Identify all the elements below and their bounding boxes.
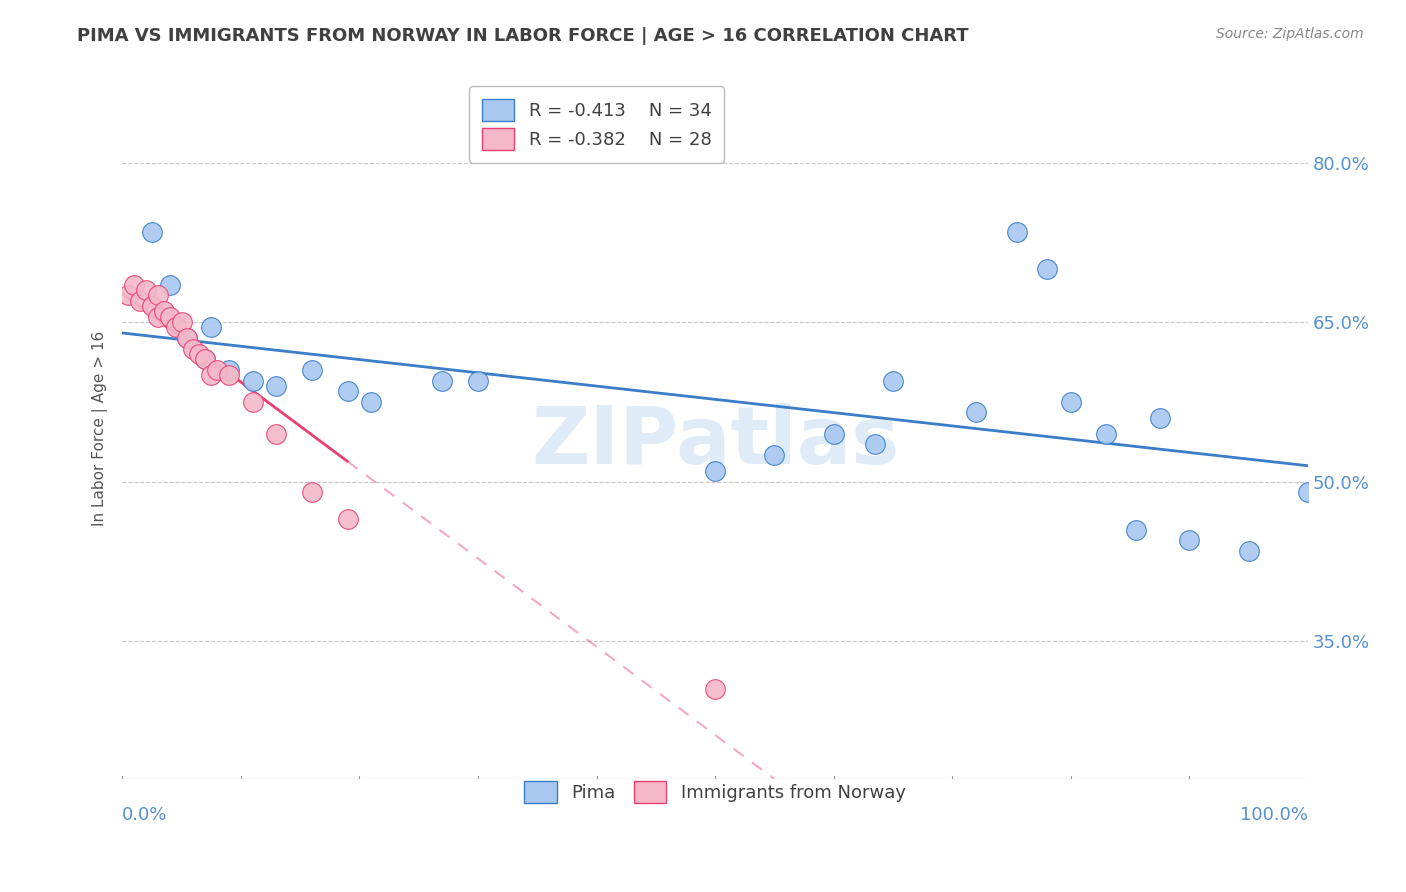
Point (176, 331, 198, 345)
Point (1060, 395, 1083, 409)
Point (1036, 261, 1059, 276)
Point (205, 363, 228, 377)
Point (467, 374, 489, 388)
Point (336, 512, 359, 526)
Point (183, 342, 205, 356)
Point (242, 395, 264, 409)
Point (146, 288, 169, 302)
Point (141, 299, 163, 313)
Point (704, 681, 727, 696)
Point (1095, 426, 1118, 441)
Point (301, 363, 323, 377)
Point (146, 310, 169, 324)
Point (117, 288, 139, 302)
Point (200, 320, 222, 334)
Point (432, 374, 454, 388)
Point (704, 464, 727, 478)
Point (200, 368, 222, 383)
Point (863, 437, 886, 451)
Text: ZIPatlas: ZIPatlas (531, 403, 900, 482)
Point (122, 277, 145, 292)
Point (141, 225, 163, 239)
Point (159, 310, 181, 324)
Point (266, 379, 288, 393)
Point (218, 363, 240, 377)
Point (965, 405, 987, 419)
Point (763, 448, 786, 462)
Text: 100.0%: 100.0% (1240, 806, 1308, 824)
Point (301, 485, 323, 500)
Point (170, 315, 193, 329)
Point (194, 352, 217, 367)
Point (266, 426, 288, 441)
Text: Source: ZipAtlas.com: Source: ZipAtlas.com (1216, 27, 1364, 41)
Point (176, 331, 198, 345)
Point (360, 395, 382, 409)
Point (1149, 410, 1171, 425)
Y-axis label: In Labor Force | Age > 16: In Labor Force | Age > 16 (93, 331, 108, 526)
Point (152, 304, 174, 318)
Point (242, 374, 264, 388)
Point (1125, 523, 1147, 537)
Point (1007, 225, 1029, 239)
Legend: Pima, Immigrants from Norway: Pima, Immigrants from Norway (512, 769, 918, 816)
Point (882, 374, 904, 388)
Point (823, 426, 845, 441)
Point (188, 347, 211, 361)
Point (1178, 533, 1201, 548)
Point (159, 277, 181, 292)
Point (165, 320, 187, 334)
Point (1237, 543, 1260, 558)
Point (129, 293, 152, 308)
Text: 0.0%: 0.0% (122, 806, 167, 824)
Point (218, 368, 240, 383)
Point (194, 352, 217, 367)
Point (1296, 485, 1319, 500)
Point (135, 283, 157, 297)
Point (336, 384, 359, 399)
Text: PIMA VS IMMIGRANTS FROM NORWAY IN LABOR FORCE | AGE > 16 CORRELATION CHART: PIMA VS IMMIGRANTS FROM NORWAY IN LABOR … (77, 27, 969, 45)
